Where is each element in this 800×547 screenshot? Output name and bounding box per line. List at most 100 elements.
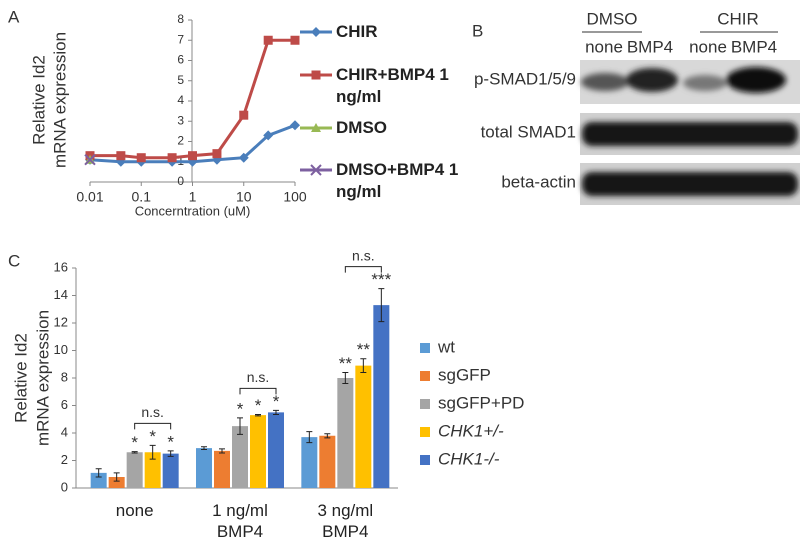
legend-swatch (420, 399, 430, 409)
bar (268, 412, 284, 488)
y-tick-label: 8 (61, 369, 68, 384)
lane-label: BMP4 (731, 37, 777, 56)
row-label: beta-actin (501, 172, 576, 191)
y-tick-label: 14 (54, 287, 68, 302)
marker (239, 110, 249, 120)
x-axis-title: Concerntration (uM) (135, 203, 251, 218)
marker (84, 154, 96, 166)
significance-label: * (149, 427, 156, 446)
marker (290, 35, 300, 45)
error-bar (219, 448, 225, 454)
y-tick-label: 10 (54, 342, 68, 357)
legend-label: wt (437, 337, 455, 356)
bar (196, 448, 212, 488)
legend-marker (311, 123, 321, 132)
x-tick-label: 0.1 (132, 189, 152, 205)
legend-label: sgGFP (438, 365, 491, 384)
legend-marker (311, 27, 321, 37)
significance-label: ** (357, 340, 371, 359)
legend-label: sgGFP+PD (438, 393, 524, 412)
error-bar (95, 468, 102, 478)
legend-swatch (420, 427, 430, 437)
marker (136, 153, 146, 163)
y-axis-title: mRNA expression (50, 32, 69, 168)
marker (263, 130, 274, 141)
error-bar (360, 358, 367, 373)
legend-label: CHIR+BMP4 1 ng/ml (336, 65, 449, 106)
x-tick-label: 1 (189, 189, 197, 205)
marker (238, 152, 249, 163)
y-tick-label: 6 (61, 397, 68, 412)
bar (319, 435, 336, 488)
legend-swatch (420, 455, 430, 465)
panel-label: C (8, 251, 20, 270)
x-tick-label: 100 (283, 189, 307, 205)
marker (167, 153, 177, 163)
bracket (134, 422, 172, 430)
bar (144, 452, 161, 488)
x-tick-label: 3 ng/ml BMP4 (317, 501, 374, 541)
bar (373, 305, 390, 488)
western-blot: DMSO CHIR none BMP4 none BMP4 p-SMAD1/5/… (474, 9, 800, 205)
significance-label: * (255, 396, 262, 415)
error-bar (149, 444, 156, 460)
error-bar (237, 417, 243, 435)
annotation: n.s. (141, 404, 164, 420)
marker (188, 151, 197, 161)
error-bar (255, 413, 261, 417)
group-label: CHIR (717, 9, 759, 28)
x-tick-label: 10 (236, 189, 252, 205)
y-tick-label: 4 (61, 424, 68, 439)
error-bar (167, 450, 174, 457)
marker (263, 35, 273, 45)
significance-label: * (273, 392, 280, 411)
marker (116, 151, 126, 161)
group-label: DMSO (587, 9, 638, 28)
x-tick-label: 0.01 (76, 189, 103, 205)
lane-label: none (689, 37, 727, 56)
bands (581, 67, 798, 196)
y-tick-label: 7 (177, 32, 184, 46)
significance-label: ** (339, 354, 353, 373)
legend-label: CHK1+/- (438, 421, 504, 440)
bar (355, 365, 372, 488)
error-bar (324, 433, 331, 439)
error-bar (201, 446, 207, 450)
row-label: p-SMAD1/5/9 (474, 69, 576, 88)
marker (290, 120, 300, 131)
error-bar (113, 472, 120, 482)
error-bar (131, 451, 138, 454)
y-axis-title: Relative Id2 (29, 55, 48, 145)
bar (337, 378, 354, 488)
y-tick-label: 12 (54, 314, 68, 329)
error-bar (378, 288, 385, 323)
bar (250, 415, 266, 488)
y-axis-title: Relative Id2 (11, 333, 30, 423)
legend-marker (310, 164, 322, 176)
y-tick-label: 4 (177, 93, 184, 107)
bar (232, 426, 248, 488)
bar (162, 453, 179, 488)
y-tick-label: 0 (61, 479, 68, 494)
bar (108, 477, 125, 488)
annotation: n.s. (352, 247, 375, 263)
x-tick-label: none (115, 501, 154, 520)
legend-swatch (420, 343, 430, 353)
legend-swatch (420, 371, 430, 381)
marker (212, 149, 222, 159)
error-bar (342, 372, 349, 384)
significance-label: *** (371, 270, 391, 289)
y-tick-label: 5 (177, 73, 184, 87)
row-label: total SMAD1 (481, 122, 576, 141)
bar (301, 437, 318, 488)
error-bar (306, 431, 313, 444)
bracket (344, 266, 382, 273)
legend-label: DMSO+BMP4 1 ng/ml (336, 160, 459, 201)
lane-label: BMP4 (627, 37, 673, 56)
x-tick-label: 1 ng/ml BMP4 (212, 501, 268, 541)
y-axis-title: mRNA expression (33, 310, 52, 446)
legend-label: CHIR (336, 22, 378, 41)
y-tick-label: 0 (177, 174, 184, 188)
